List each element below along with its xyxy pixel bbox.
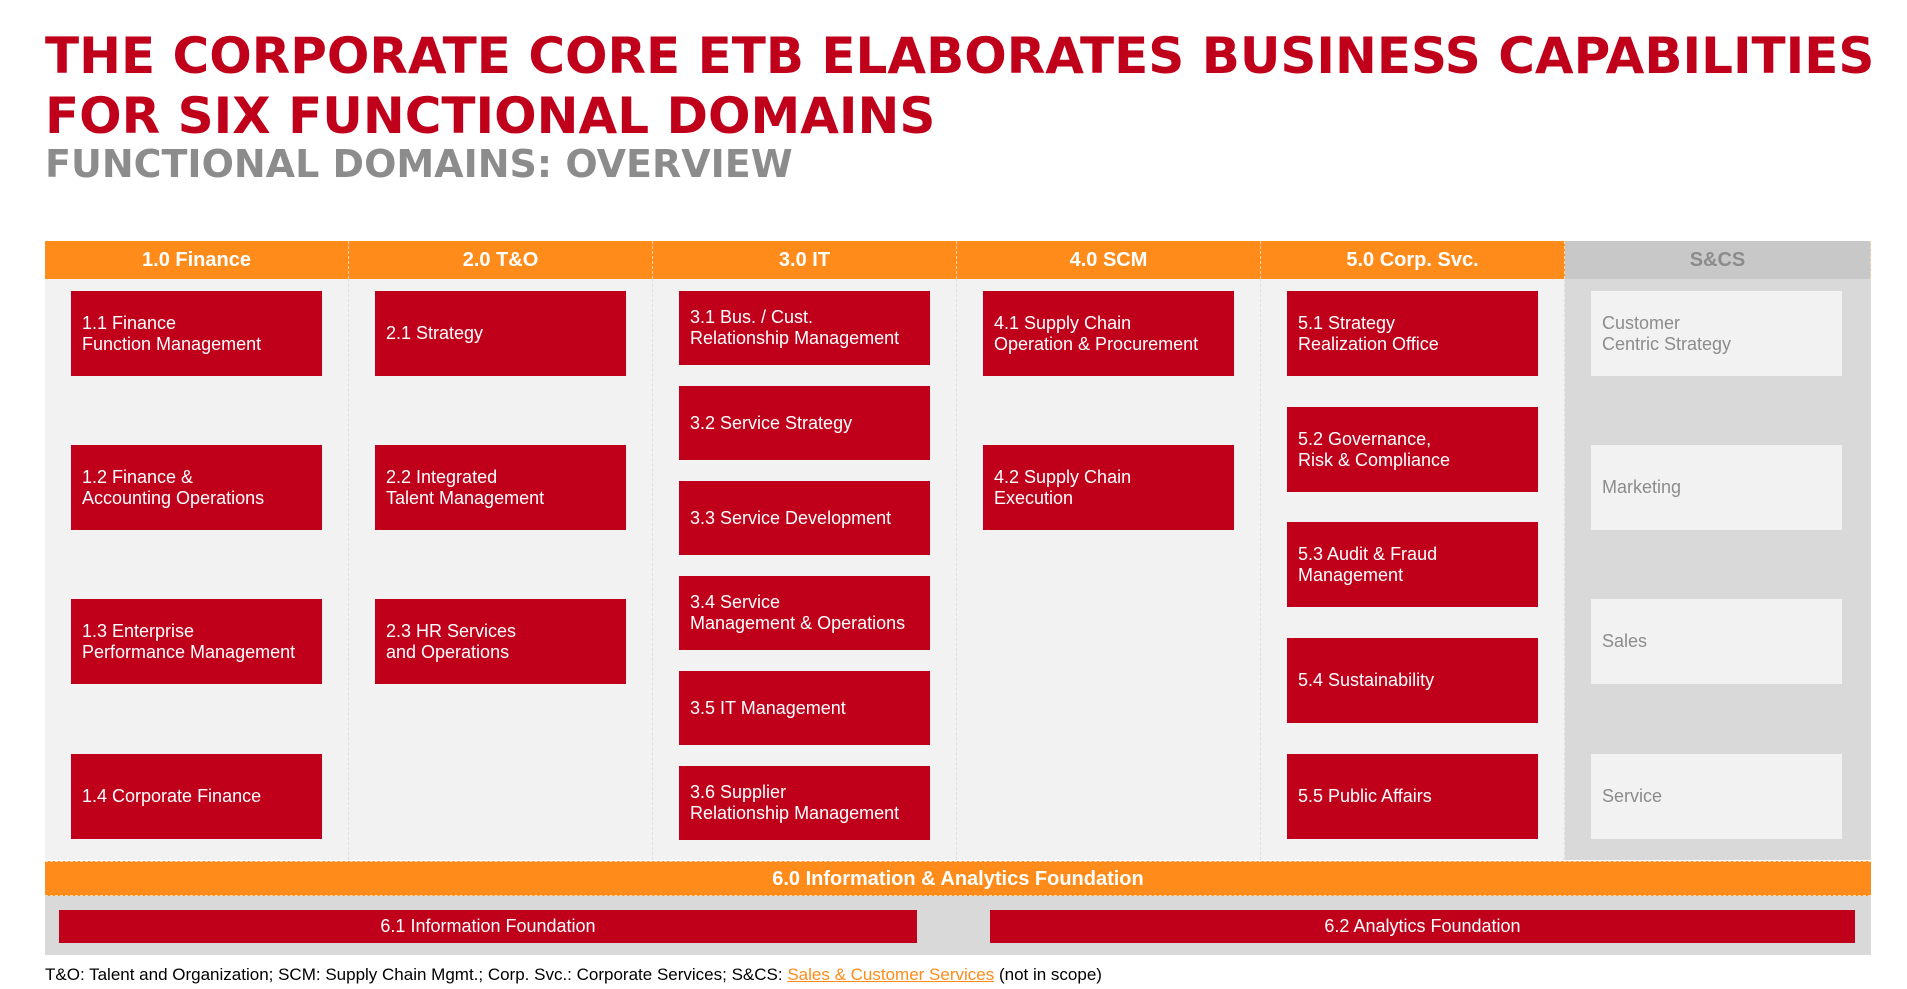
capability-box: 1.1 Finance Function Management — [71, 291, 322, 376]
capability-box: 5.4 Sustainability — [1287, 638, 1538, 723]
foundation-header: 6.0 Information & Analytics Foundation — [45, 861, 1871, 896]
foundation-box: 6.1 Information Foundation — [59, 910, 917, 943]
capability-box: 3.2 Service Strategy — [679, 386, 930, 460]
capability-box: 1.4 Corporate Finance — [71, 754, 322, 839]
capability-box: 5.1 Strategy Realization Office — [1287, 291, 1538, 376]
capability-box: 3.3 Service Development — [679, 481, 930, 555]
capability-box: 4.1 Supply Chain Operation & Procurement — [983, 291, 1234, 376]
capability-box: 2.3 HR Services and Operations — [375, 599, 626, 684]
domain-column-scm: 4.0 SCM 4.1 Supply Chain Operation & Pro… — [957, 241, 1261, 860]
domain-column-scs: S&CS Customer Centric Strategy Marketing… — [1565, 241, 1871, 860]
capability-box: 5.3 Audit & Fraud Management — [1287, 522, 1538, 607]
domain-body-scs: Customer Centric Strategy Marketing Sale… — [1565, 279, 1871, 860]
page-subtitle: FUNCTIONAL DOMAINS: OVERVIEW — [45, 142, 793, 186]
domain-column-finance: 1.0 Finance 1.1 Finance Function Managem… — [45, 241, 349, 860]
capability-box: 3.1 Bus. / Cust. Relationship Management — [679, 291, 930, 365]
footnote-link[interactable]: Sales & Customer Services — [787, 965, 995, 984]
capability-box: 4.2 Supply Chain Execution — [983, 445, 1234, 530]
capability-box: 2.2 Integrated Talent Management — [375, 445, 626, 530]
domain-body-to: 2.1 Strategy 2.2 Integrated Talent Manag… — [349, 279, 653, 860]
capability-box: 3.6 Supplier Relationship Management — [679, 766, 930, 840]
domain-body-it: 3.1 Bus. / Cust. Relationship Management… — [653, 279, 957, 860]
capability-box: 1.3 Enterprise Performance Management — [71, 599, 322, 684]
domain-body-corp-svc: 5.1 Strategy Realization Office 5.2 Gove… — [1261, 279, 1565, 860]
footnote: T&O: Talent and Organization; SCM: Suppl… — [45, 965, 1102, 985]
footnote-suffix: (not in scope) — [994, 965, 1102, 984]
capability-box: 5.5 Public Affairs — [1287, 754, 1538, 839]
capability-box: 2.1 Strategy — [375, 291, 626, 376]
page-title: THE CORPORATE CORE ETB ELABORATES BUSINE… — [45, 27, 1875, 145]
domain-header-to: 2.0 T&O — [349, 241, 653, 279]
domain-header-corp-svc: 5.0 Corp. Svc. — [1261, 241, 1565, 279]
domain-column-it: 3.0 IT 3.1 Bus. / Cust. Relationship Man… — [653, 241, 957, 860]
foundation-body: 6.1 Information Foundation 6.2 Analytics… — [45, 896, 1871, 955]
domain-column-to: 2.0 T&O 2.1 Strategy 2.2 Integrated Tale… — [349, 241, 653, 860]
domain-body-scm: 4.1 Supply Chain Operation & Procurement… — [957, 279, 1261, 860]
domain-grid: 1.0 Finance 1.1 Finance Function Managem… — [45, 241, 1871, 860]
foundation-box: 6.2 Analytics Foundation — [990, 910, 1855, 943]
domain-header-scs: S&CS — [1565, 241, 1871, 279]
capability-box: 3.4 Service Management & Operations — [679, 576, 930, 650]
capability-box: 1.2 Finance & Accounting Operations — [71, 445, 322, 530]
capability-box: Marketing — [1591, 445, 1842, 530]
domain-header-scm: 4.0 SCM — [957, 241, 1261, 279]
domain-header-it: 3.0 IT — [653, 241, 957, 279]
domain-column-corp-svc: 5.0 Corp. Svc. 5.1 Strategy Realization … — [1261, 241, 1565, 860]
domain-header-finance: 1.0 Finance — [45, 241, 349, 279]
capability-box: 5.2 Governance, Risk & Compliance — [1287, 407, 1538, 492]
footnote-text: T&O: Talent and Organization; SCM: Suppl… — [45, 965, 788, 984]
capability-box: Customer Centric Strategy — [1591, 291, 1842, 376]
capability-box: 3.5 IT Management — [679, 671, 930, 745]
capability-box: Service — [1591, 754, 1842, 839]
capability-box: Sales — [1591, 599, 1842, 684]
domain-body-finance: 1.1 Finance Function Management 1.2 Fina… — [45, 279, 349, 860]
